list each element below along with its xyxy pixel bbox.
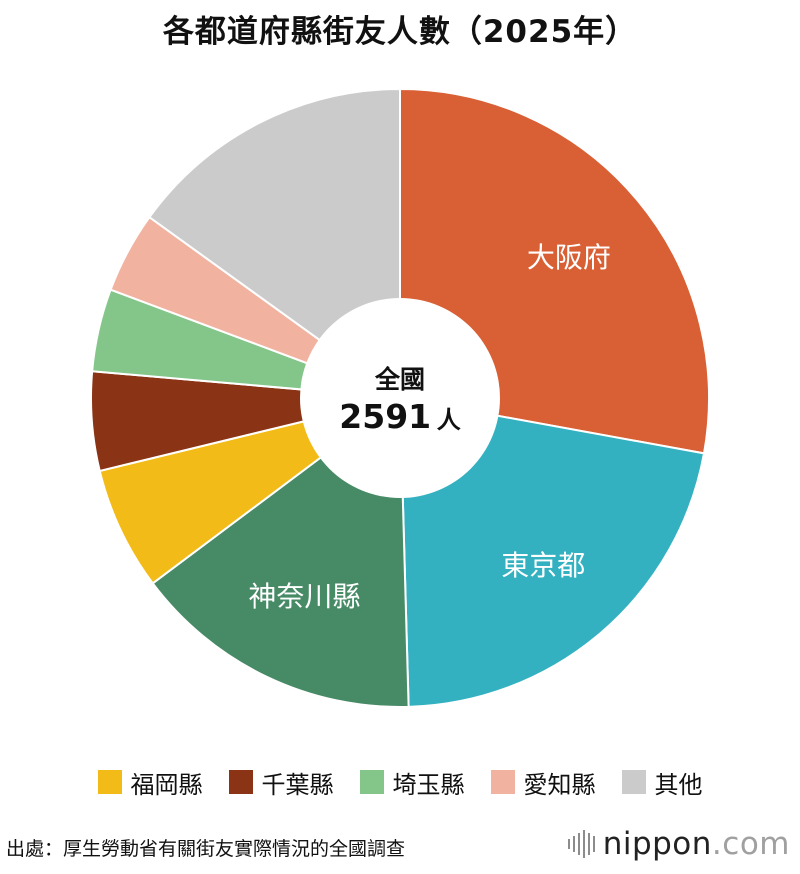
- legend-swatch-1: [228, 770, 253, 794]
- slice-label-2: 神奈川縣: [248, 580, 360, 613]
- slice-label-0: 大阪府: [527, 241, 611, 274]
- legend-swatch-0: [97, 770, 122, 794]
- legend-item-3: 愛知縣: [490, 765, 596, 800]
- legend-item-4: 其他: [621, 765, 703, 800]
- brand-bars-icon: [567, 830, 595, 858]
- legend-label-3: 愛知縣: [523, 770, 596, 799]
- brand-wordmark: nippon.com: [602, 826, 790, 862]
- legend-label-0: 福岡縣: [130, 770, 203, 799]
- slice-label-1: 東京都: [501, 549, 585, 582]
- center-total-unit: 人: [437, 406, 461, 434]
- brand-logo: nippon.com: [567, 826, 790, 862]
- source-note: 出處：厚生勞動省有關街友實際情況的全國調查: [6, 838, 406, 860]
- center-hole: [300, 298, 500, 498]
- legend-item-2: 埼玉縣: [359, 765, 465, 800]
- legend-swatch-2: [359, 770, 384, 794]
- center-total-value: 2591: [339, 397, 431, 436]
- legend-label-4: 其他: [654, 770, 703, 799]
- legend: 福岡縣 千葉縣 埼玉縣 愛知縣 其他: [0, 760, 800, 804]
- legend-swatch-3: [490, 770, 515, 794]
- legend-label-1: 千葉縣: [261, 770, 334, 799]
- pie-slice-1: [398, 396, 706, 708]
- legend-label-2: 埼玉縣: [392, 770, 465, 799]
- legend-item-1: 千葉縣: [228, 765, 334, 800]
- chart-title: 各都道府縣街友人數（2025年）: [162, 14, 638, 50]
- legend-swatch-4: [621, 770, 646, 794]
- center-label-total: 2591 人: [339, 397, 460, 436]
- center-label-title: 全國: [374, 365, 425, 394]
- legend-item-0: 福岡縣: [97, 765, 203, 800]
